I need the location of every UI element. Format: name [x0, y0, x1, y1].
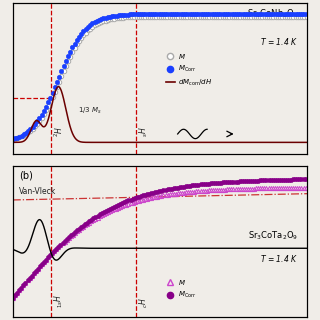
Text: 1/3 $M_s$: 1/3 $M_s$	[77, 106, 101, 116]
Text: Sr$_3$CoNb$_2$O$_9$: Sr$_3$CoNb$_2$O$_9$	[247, 8, 298, 20]
Text: $_cH$: $_cH$	[138, 297, 150, 308]
Text: $T$ = 1.4 K: $T$ = 1.4 K	[260, 253, 298, 264]
Text: $^2H$: $^2H$	[52, 125, 65, 137]
Legend: $M$, $M_{\mathrm{Corr}}$, $dM_{\mathrm{corr}}/dH$: $M$, $M_{\mathrm{Corr}}$, $dM_{\mathrm{c…	[164, 49, 215, 91]
Text: $_{1s}H$: $_{1s}H$	[52, 294, 65, 308]
Text: (b): (b)	[19, 171, 33, 180]
Text: $_sH$: $_sH$	[138, 126, 150, 137]
Text: $T$ = 1.4 K: $T$ = 1.4 K	[260, 36, 298, 47]
Text: Sr$_3$CoTa$_2$O$_9$: Sr$_3$CoTa$_2$O$_9$	[248, 229, 298, 242]
Legend: $M$, $M_{\mathrm{Corr}}$: $M$, $M_{\mathrm{Corr}}$	[164, 275, 199, 303]
Text: Van-Vleck: Van-Vleck	[19, 187, 56, 196]
